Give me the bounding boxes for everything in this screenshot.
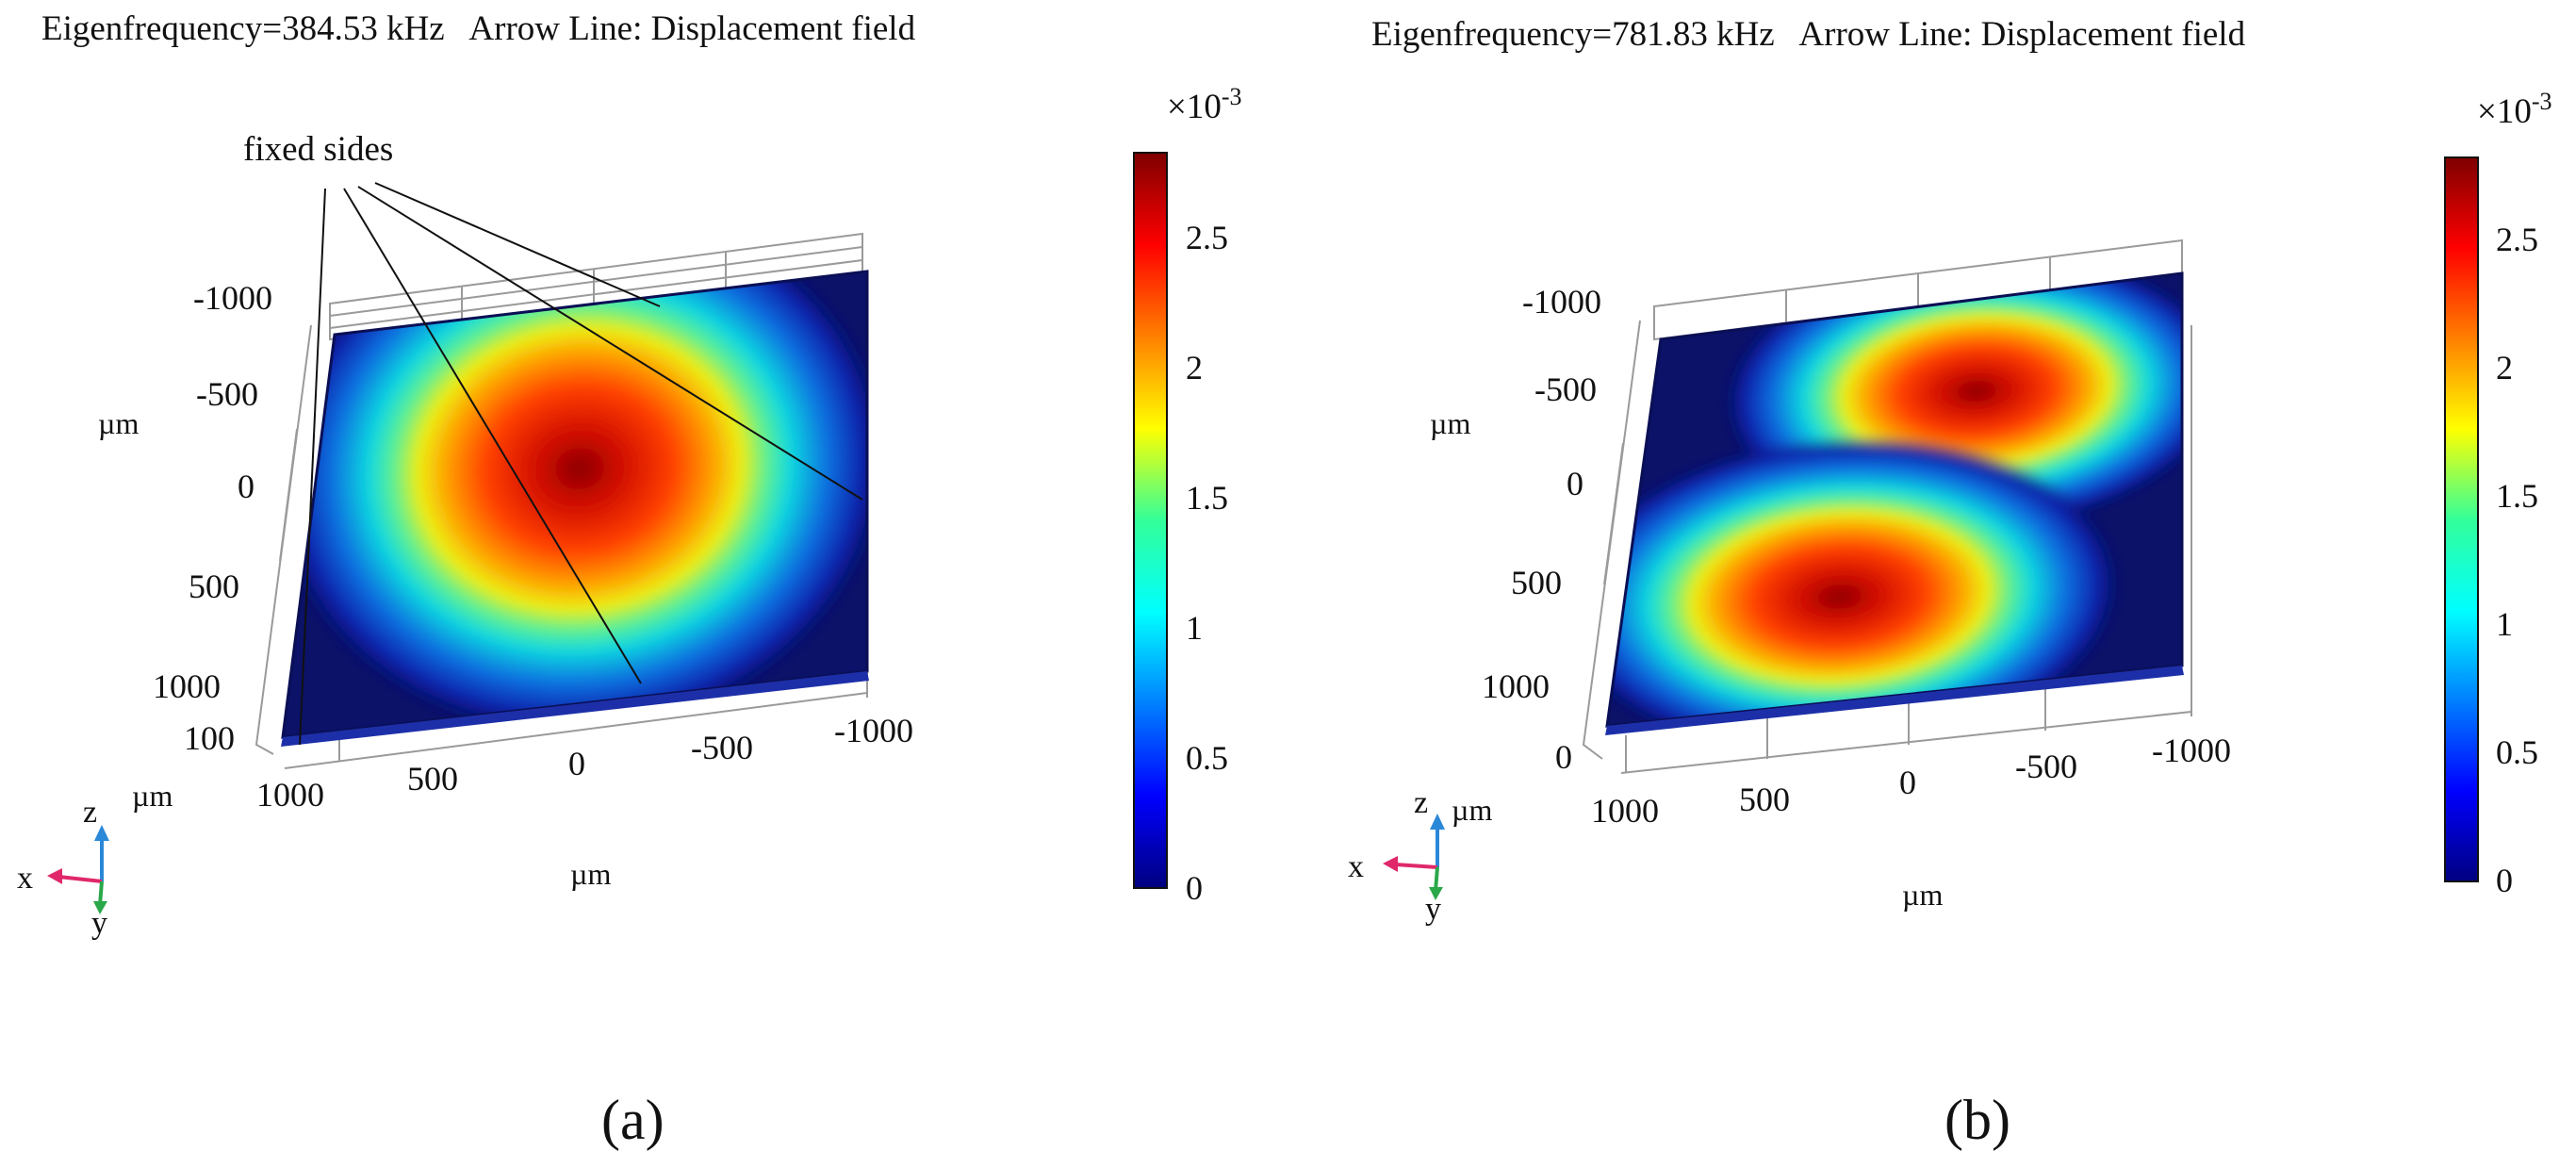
a-xtick-1: 1000: [256, 776, 324, 814]
panel-a-y-ticks: -1000 -500 0 500 1000 100 µm µm: [98, 279, 272, 813]
panel-b-y-ticks: -1000 -500 0 500 1000 0 µm µm: [1430, 283, 1601, 827]
a-xtick-5: -1000: [834, 712, 913, 749]
panel-a-plate: [281, 270, 869, 747]
b-cbar-tick-0: 0: [2496, 862, 2513, 899]
a-cbar-tick-2: 1: [1186, 609, 1203, 647]
a-zunit: µm: [132, 779, 172, 813]
panel-a-axis-triad: z x y: [17, 795, 109, 941]
panel-a-colorbar: ×10-3 0 0.5 1 1.5 2 2.5: [1133, 83, 1242, 907]
b-ztick: 0: [1555, 738, 1572, 776]
b-zunit: µm: [1452, 793, 1492, 827]
a-cbar-exp: ×10-3: [1167, 83, 1242, 126]
b-triad-z: z: [1414, 785, 1428, 820]
b-ytick-3: 0: [1567, 465, 1583, 502]
b-xtick-1: 1000: [1591, 792, 1659, 830]
b-cbar-tick-1: 0.5: [2496, 733, 2538, 771]
b-ytick-5: 1000: [1482, 667, 1550, 705]
a-ytick-1: -1000: [193, 279, 272, 317]
panel-b-plate: [1605, 271, 2184, 735]
a-triad-y: y: [91, 906, 107, 941]
b-xunit: µm: [1902, 878, 1943, 912]
panel-b: Eigenfrequency=781.83 kHz Arrow Line: Di…: [1348, 15, 2552, 1151]
a-ytick-2: -500: [196, 375, 258, 413]
b-ytick-2: -500: [1534, 370, 1597, 408]
a-cbar-tick-1: 0.5: [1186, 739, 1228, 777]
a-ztick: 100: [184, 719, 235, 757]
a-cbar-tick-3: 1.5: [1186, 479, 1228, 517]
panel-a-caption: (a): [601, 1089, 665, 1151]
panel-a-mode-lobe: [283, 271, 867, 737]
a-xtick-4: -500: [691, 729, 753, 766]
panel-a: Eigenfrequency=384.53 kHz Arrow Line: Di…: [17, 9, 1242, 1151]
b-triad-x: x: [1348, 849, 1364, 884]
b-xtick-2: 500: [1739, 781, 1790, 818]
b-cbar-exp: ×10-3: [2477, 88, 2552, 131]
b-triad-y: y: [1425, 892, 1441, 927]
panel-b-caption: (b): [1944, 1089, 2010, 1151]
a-cbar-tick-5: 2.5: [1186, 219, 1228, 256]
panel-b-axis-triad: z x y: [1348, 785, 1445, 927]
panel-b-mode-lobe-lower: [1607, 436, 2123, 726]
panel-a-x-ticks: 1000 500 0 -500 -1000 µm: [256, 712, 913, 891]
fixed-sides-label: fixed sides: [243, 130, 393, 169]
b-cbar-tick-3: 1.5: [2496, 477, 2538, 515]
panel-b-colorbar: ×10-3 0 0.5 1 1.5 2 2.5: [2444, 88, 2552, 899]
b-yunit: µm: [1430, 406, 1470, 440]
a-triad-z: z: [83, 795, 97, 830]
b-xtick-5: -1000: [2152, 732, 2231, 769]
panel-b-title: Eigenfrequency=781.83 kHz Arrow Line: Di…: [1371, 15, 2246, 54]
panel-b-wireframe: [1582, 239, 2192, 774]
a-cbar-tick-0: 0: [1186, 869, 1203, 907]
b-ytick-4: 500: [1511, 564, 1562, 601]
a-xtick-2: 500: [407, 760, 458, 798]
b-cbar-tick-4: 2: [2496, 349, 2513, 387]
a-xtick-3: 0: [568, 745, 585, 782]
b-cbar-tick-2: 1: [2496, 605, 2513, 643]
panel-b-x-ticks: 1000 500 0 -500 -1000 µm: [1591, 732, 2231, 912]
panel-a-title: Eigenfrequency=384.53 kHz Arrow Line: Di…: [41, 9, 916, 48]
a-triad-x: x: [17, 861, 33, 896]
a-ytick-4: 500: [189, 568, 239, 605]
b-cbar-tick-5: 2.5: [2496, 221, 2538, 258]
b-ytick-1: -1000: [1522, 283, 1601, 321]
b-xtick-3: 0: [1899, 764, 1916, 801]
a-xunit: µm: [570, 857, 611, 891]
a-yunit: µm: [98, 406, 139, 440]
panel-a-fixed-sides-annotation: fixed sides: [243, 130, 863, 746]
a-ytick-5: 1000: [153, 667, 221, 705]
a-ytick-3: 0: [238, 468, 254, 505]
b-xtick-4: -500: [2015, 748, 2077, 785]
a-cbar-tick-4: 2: [1186, 349, 1203, 387]
